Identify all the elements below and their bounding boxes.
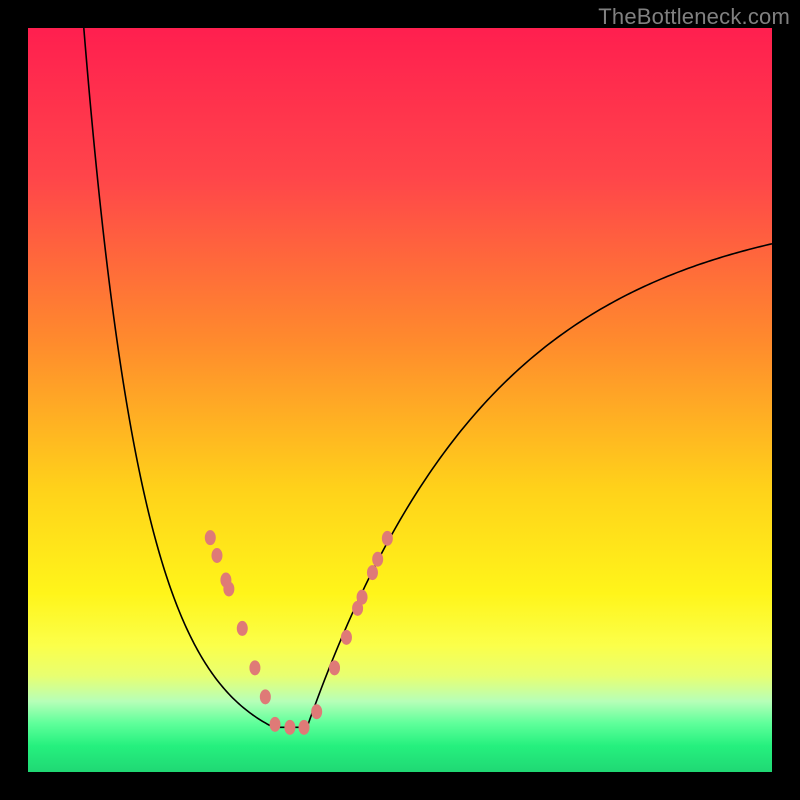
curve-marker — [329, 660, 340, 675]
curve-marker — [311, 704, 322, 719]
stage: TheBottleneck.com — [0, 0, 800, 800]
plot-area — [28, 28, 772, 772]
curve-marker — [299, 720, 310, 735]
curve-marker — [382, 531, 393, 546]
curve-marker — [372, 552, 383, 567]
curve-marker — [341, 630, 352, 645]
curve-marker — [284, 720, 295, 735]
plot-svg — [28, 28, 772, 772]
curve-marker — [357, 590, 368, 605]
curve-marker — [205, 530, 216, 545]
curve-marker — [367, 565, 378, 580]
curve-marker — [223, 581, 234, 596]
watermark-text: TheBottleneck.com — [598, 4, 790, 30]
curve-marker — [249, 660, 260, 675]
curve-marker — [260, 689, 271, 704]
curve-marker — [237, 621, 248, 636]
plot-background — [28, 28, 772, 772]
curve-marker — [270, 717, 281, 732]
curve-marker — [211, 548, 222, 563]
